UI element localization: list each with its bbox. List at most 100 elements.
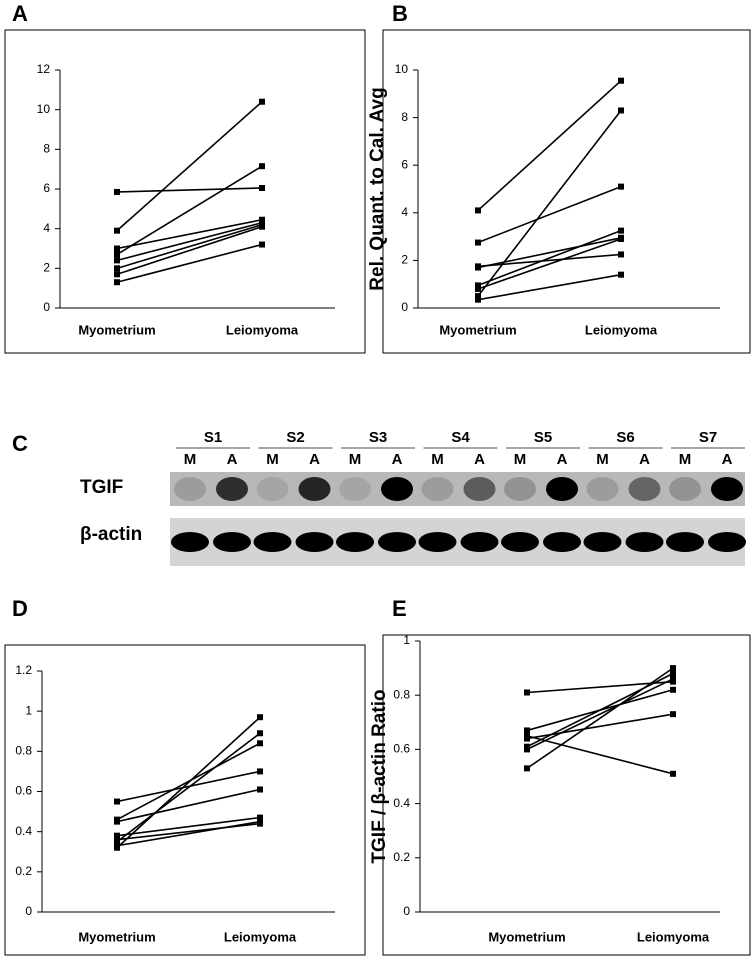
point-marker <box>114 798 120 805</box>
y-tick-label: 10 <box>37 102 51 116</box>
sample-label: S1 <box>204 429 222 446</box>
sample-label: S3 <box>369 429 387 446</box>
point-marker <box>475 285 481 292</box>
point-marker <box>257 786 263 793</box>
tgif-band <box>546 477 578 501</box>
point-marker <box>114 836 120 843</box>
point-marker <box>114 842 120 849</box>
actin-band <box>253 532 292 552</box>
point-marker <box>114 251 120 258</box>
tgif-band <box>339 477 371 501</box>
row-label: TGIF <box>80 477 123 498</box>
lane-label: M <box>514 451 527 468</box>
point-marker <box>524 727 530 734</box>
western-blot: C TGIF β-actin S1 S2 S3 S4 S5 S6 S7 M A M A M A M A M A M… <box>12 429 746 566</box>
series-line <box>477 229 622 287</box>
y-tick-label: 6 <box>43 181 50 195</box>
panel-letter: C <box>12 431 28 456</box>
series-line <box>116 820 261 847</box>
tgif-band <box>463 477 496 501</box>
y-tick-label: 0.8 <box>393 687 410 701</box>
panel-frame <box>382 634 751 956</box>
lane-label: A <box>227 451 238 468</box>
lane-label: M <box>431 451 444 468</box>
actin-band <box>543 532 581 552</box>
point-marker <box>114 279 120 286</box>
point-marker <box>618 251 624 258</box>
lane-label: M <box>266 451 279 468</box>
point-marker <box>114 832 120 839</box>
y-tick-label: 0.2 <box>393 850 410 864</box>
point-marker <box>259 185 265 192</box>
y-tick-label: 12 <box>37 62 51 76</box>
series-line <box>116 223 263 270</box>
panel-frame <box>382 29 751 354</box>
x-tick-label: Myometrium <box>488 929 565 944</box>
actin-band <box>295 532 334 552</box>
actin-band <box>708 532 746 552</box>
y-tick-label: 0 <box>43 300 50 314</box>
lane-label: M <box>349 451 362 468</box>
tgif-band <box>669 477 701 501</box>
point-marker <box>259 98 265 105</box>
point-marker <box>259 241 265 248</box>
point-marker <box>114 257 120 264</box>
tgif-band <box>504 477 536 501</box>
series-line <box>526 678 674 751</box>
lane-label: M <box>184 451 197 468</box>
actin-band <box>418 532 457 552</box>
series-line <box>477 109 622 297</box>
y-tick-label: 0.8 <box>15 744 32 758</box>
x-tick-label: Myometrium <box>439 322 516 337</box>
series-line <box>477 253 622 268</box>
series-line <box>116 716 261 849</box>
x-tick-label: Myometrium <box>78 322 155 337</box>
actin-band <box>666 532 704 552</box>
point-marker <box>618 271 624 278</box>
point-marker <box>475 296 481 303</box>
panel-letter: A <box>12 1 28 26</box>
series-line <box>526 689 674 732</box>
tgif-band <box>421 477 454 501</box>
x-tick-label: Myometrium <box>78 929 155 944</box>
point-marker <box>259 223 265 230</box>
y-tick-label: 0 <box>401 300 408 314</box>
tgif-band <box>711 477 743 501</box>
lane-label: M <box>679 451 692 468</box>
point-marker <box>475 293 481 300</box>
point-marker <box>618 183 624 190</box>
series-line <box>116 732 261 843</box>
series-line <box>116 218 263 250</box>
point-marker <box>475 207 481 214</box>
actin-band <box>213 532 251 552</box>
lane-label: A <box>474 451 485 468</box>
point-marker <box>670 770 676 777</box>
y-tick-label: 0.4 <box>15 824 32 838</box>
point-marker <box>475 282 481 289</box>
point-marker <box>114 245 120 252</box>
point-marker <box>618 107 624 114</box>
series-line <box>477 185 622 244</box>
x-tick-label: Leiomyoma <box>637 929 710 944</box>
point-marker <box>259 163 265 170</box>
point-marker <box>257 714 263 721</box>
point-marker <box>670 670 676 677</box>
series-line <box>116 165 263 256</box>
panel-letter: E <box>392 596 407 621</box>
point-marker <box>670 686 676 693</box>
lane-label: A <box>392 451 403 468</box>
actin-band <box>501 532 539 552</box>
y-tick-label: 1 <box>25 703 32 717</box>
point-marker <box>618 235 624 242</box>
y-tick-label: 0.4 <box>393 796 410 810</box>
row-label: β-actin <box>80 524 142 545</box>
series-line <box>116 187 263 193</box>
point-marker <box>114 265 120 272</box>
y-tick-label: 10 <box>395 62 409 76</box>
actin-band <box>171 532 209 552</box>
tgif-band <box>381 477 413 501</box>
y-tick-label: 2 <box>401 253 408 267</box>
point-marker <box>670 711 676 718</box>
point-marker <box>524 689 530 696</box>
